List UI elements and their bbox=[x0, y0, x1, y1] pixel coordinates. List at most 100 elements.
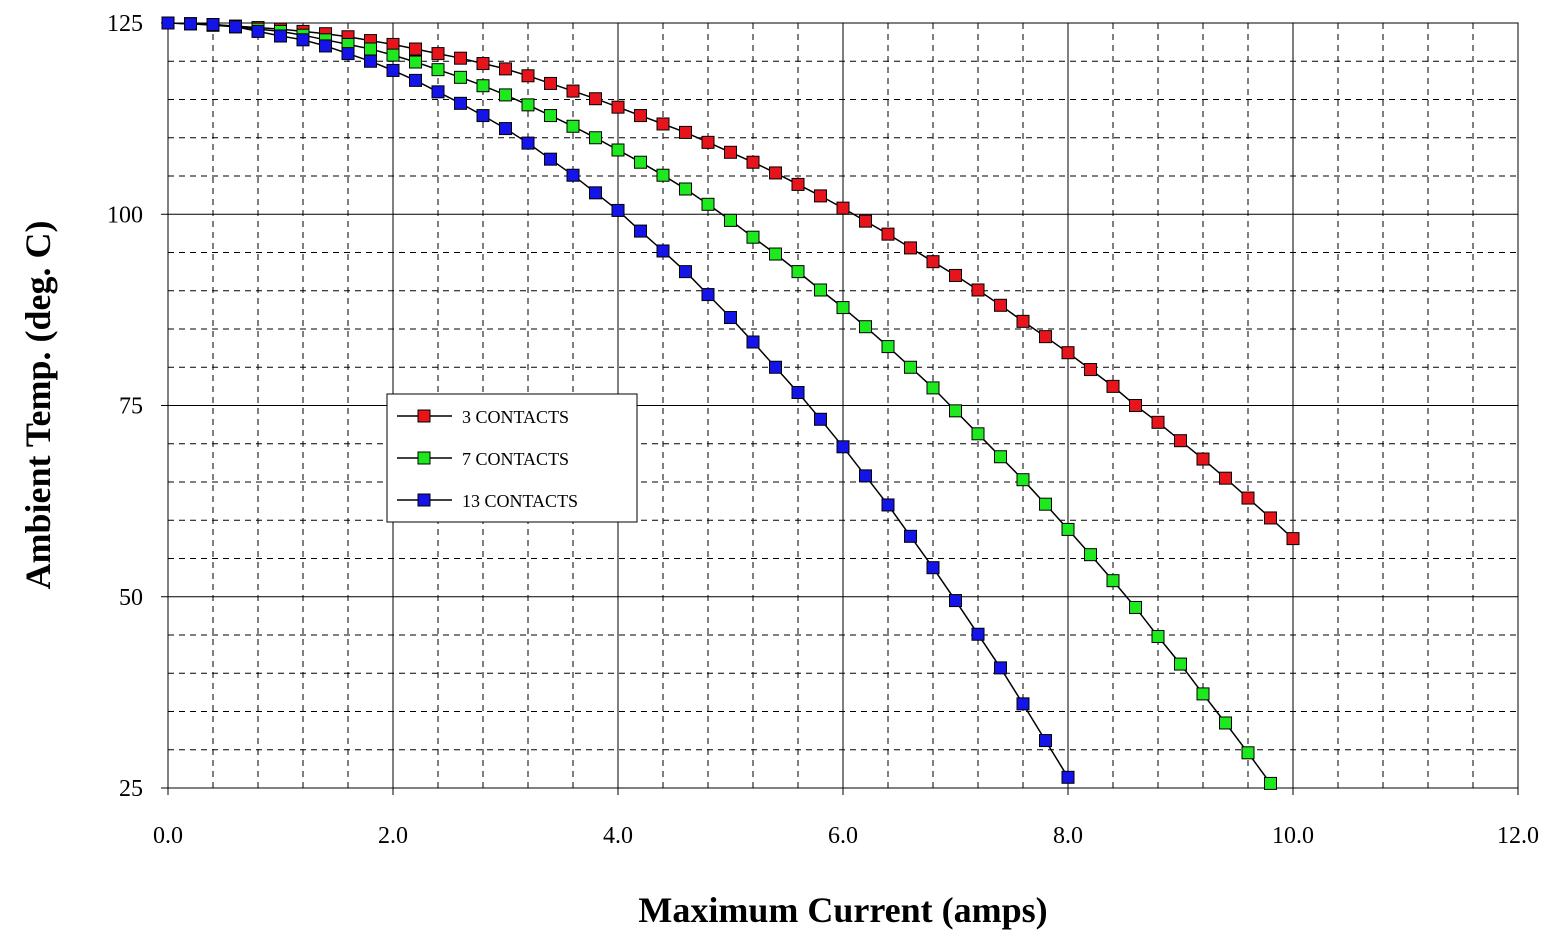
data-point bbox=[364, 42, 377, 56]
data-point bbox=[1039, 734, 1052, 748]
x-tick-label: 4.0 bbox=[603, 823, 633, 849]
legend-item-7-contacts: 7 CONTACTS bbox=[397, 449, 569, 469]
data-point bbox=[1241, 491, 1255, 505]
data-point bbox=[881, 340, 895, 354]
data-point bbox=[1016, 697, 1030, 711]
data-point bbox=[341, 47, 355, 61]
legend-item-3-contacts: 3 CONTACTS bbox=[397, 407, 569, 427]
data-point bbox=[1106, 574, 1120, 588]
data-point bbox=[611, 203, 625, 217]
data-point bbox=[926, 381, 940, 395]
data-point bbox=[634, 109, 647, 123]
data-point bbox=[386, 37, 400, 51]
data-point bbox=[386, 48, 400, 62]
data-point bbox=[1129, 399, 1142, 412]
data-point bbox=[656, 244, 670, 258]
data-point bbox=[184, 17, 197, 31]
data-point bbox=[161, 16, 175, 30]
y-tick-label: 125 bbox=[107, 11, 143, 37]
legend-label: 13 CONTACTS bbox=[462, 491, 578, 511]
data-point bbox=[1151, 415, 1165, 429]
data-point bbox=[859, 469, 872, 483]
data-point bbox=[431, 63, 445, 77]
data-point bbox=[904, 360, 917, 374]
data-point bbox=[251, 24, 265, 38]
data-point bbox=[814, 283, 827, 297]
data-point bbox=[926, 561, 940, 575]
data-point bbox=[521, 136, 535, 150]
y-tick-label: 50 bbox=[119, 585, 143, 611]
data-point bbox=[454, 70, 467, 84]
data-point bbox=[589, 131, 602, 145]
data-point bbox=[499, 62, 512, 76]
legend: 3 CONTACTS 7 CONTACTS 13 CONTACTS bbox=[386, 393, 638, 523]
data-point bbox=[409, 42, 422, 56]
y-axis-ticks: 25 50 75 100 125 bbox=[107, 11, 168, 802]
data-point bbox=[566, 119, 580, 133]
x-axis-title: Maximum Current (amps) bbox=[638, 890, 1047, 930]
data-point bbox=[724, 213, 737, 227]
data-point bbox=[521, 98, 535, 112]
data-point bbox=[994, 450, 1007, 464]
x-tick-label: 0.0 bbox=[153, 823, 183, 849]
data-point bbox=[881, 498, 895, 512]
data-point bbox=[724, 145, 737, 159]
data-point bbox=[589, 92, 602, 106]
legend-marker bbox=[417, 451, 431, 465]
data-point bbox=[521, 69, 535, 83]
data-point bbox=[206, 18, 220, 32]
data-point bbox=[656, 117, 670, 131]
data-point bbox=[611, 100, 625, 114]
data-point bbox=[544, 109, 557, 123]
data-point bbox=[544, 76, 557, 90]
data-point bbox=[971, 283, 985, 297]
data-point bbox=[1106, 379, 1120, 393]
data-point bbox=[634, 224, 647, 238]
data-point bbox=[634, 155, 647, 169]
data-point bbox=[701, 288, 715, 302]
data-point bbox=[1264, 511, 1277, 525]
data-point bbox=[769, 247, 782, 261]
data-point bbox=[814, 412, 827, 426]
x-axis-ticks: 0.0 2.0 4.0 6.0 8.0 10.0 12.0 bbox=[153, 788, 1539, 849]
y-axis-title: Ambient Temp. (deg. C) bbox=[18, 220, 58, 589]
data-point bbox=[746, 335, 760, 349]
data-point bbox=[431, 85, 445, 99]
data-point bbox=[926, 255, 940, 269]
data-point bbox=[544, 152, 557, 166]
data-point bbox=[971, 627, 985, 641]
data-point bbox=[1084, 363, 1097, 377]
data-point bbox=[949, 268, 962, 282]
data-point bbox=[949, 404, 962, 418]
data-point bbox=[409, 55, 422, 69]
data-point bbox=[701, 197, 715, 211]
data-point bbox=[476, 79, 490, 93]
data-point bbox=[476, 109, 490, 123]
x-tick-label: 12.0 bbox=[1497, 823, 1539, 849]
data-point bbox=[656, 168, 670, 182]
data-point bbox=[296, 33, 310, 47]
data-point bbox=[904, 529, 917, 543]
data-point bbox=[499, 88, 512, 102]
data-point bbox=[364, 54, 377, 68]
y-tick-label: 25 bbox=[119, 776, 143, 802]
data-point bbox=[1174, 657, 1187, 671]
data-point bbox=[769, 166, 782, 180]
data-point bbox=[724, 311, 737, 325]
data-point bbox=[1241, 746, 1255, 760]
data-point bbox=[679, 265, 692, 279]
data-point bbox=[859, 214, 872, 228]
data-point bbox=[859, 320, 872, 334]
legend-item-13-contacts: 13 CONTACTS bbox=[397, 491, 578, 511]
data-point bbox=[1039, 497, 1052, 511]
data-point bbox=[319, 39, 332, 53]
x-tick-label: 10.0 bbox=[1272, 823, 1314, 849]
data-point bbox=[881, 227, 895, 241]
data-point bbox=[274, 29, 287, 43]
data-point bbox=[1196, 452, 1210, 466]
data-point bbox=[454, 51, 467, 65]
data-point bbox=[1084, 548, 1097, 562]
data-point bbox=[566, 168, 580, 182]
